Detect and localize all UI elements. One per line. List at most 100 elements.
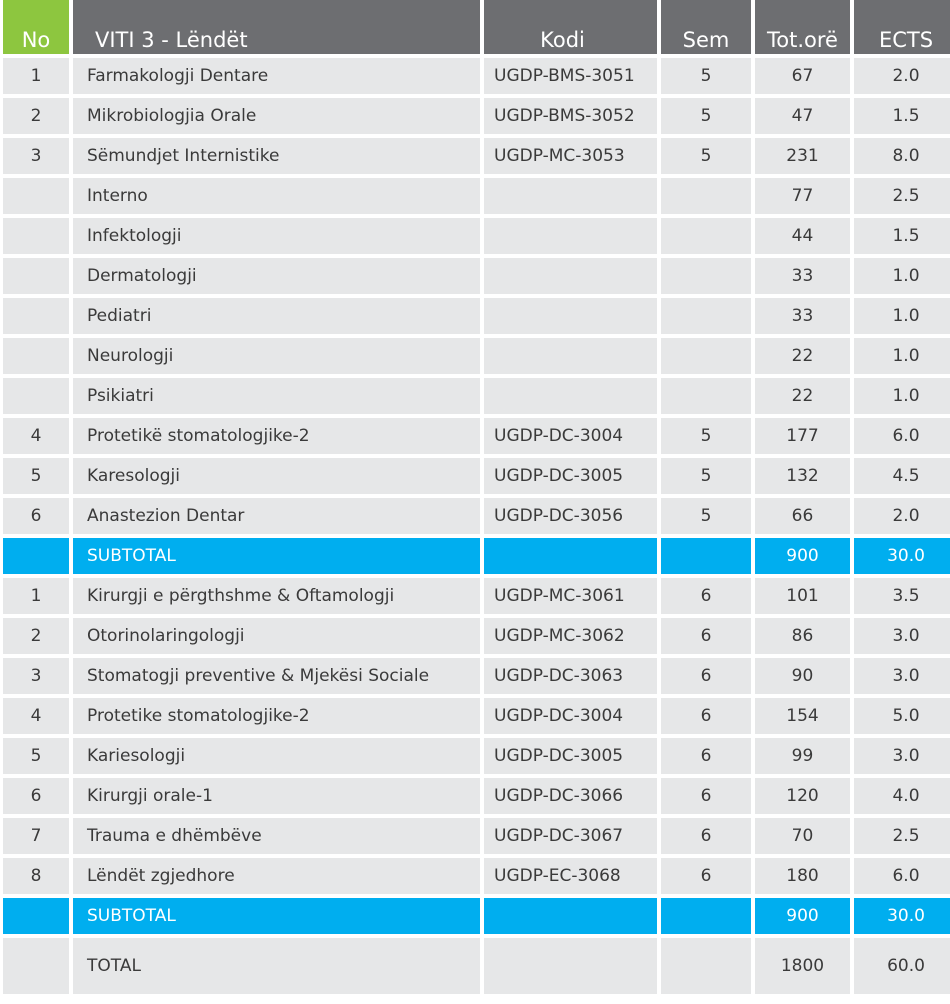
row-total-hours: 99 (755, 738, 850, 774)
header-title: VITI 3 - Lëndët (73, 0, 480, 54)
row-course-name: Stomatogji preventive & Mjekësi Sociale (73, 658, 480, 694)
row-course-name: Trauma e dhëmbëve (73, 818, 480, 854)
row-course-name: Protetikë stomatologjike-2 (73, 418, 480, 454)
row-no: 1 (3, 578, 69, 614)
row-total-hours: 86 (755, 618, 850, 654)
row-ects: 3.0 (854, 738, 950, 774)
row-no (3, 178, 69, 214)
row-no (3, 258, 69, 294)
row-semester: 6 (661, 778, 751, 814)
row-no: 4 (3, 418, 69, 454)
subtotal-row-course-name: SUBTOTAL (73, 898, 480, 934)
row-course-name: Dermatologji (73, 258, 480, 294)
row-total-hours: 22 (755, 378, 850, 414)
row-semester (661, 298, 751, 334)
row-course-name: Kariesologji (73, 738, 480, 774)
total-row-semester (661, 938, 751, 994)
subtotal-row-no (3, 898, 69, 934)
row-course-name: Kirurgji e përgthshme & Oftamologji (73, 578, 480, 614)
row-course-name: Lëndët zgjedhore (73, 858, 480, 894)
subtotal-row-semester (661, 898, 751, 934)
row-course-code: UGDP-MC-3061 (484, 578, 657, 614)
header-code: Kodi (484, 0, 657, 54)
total-row-course-code (484, 938, 657, 994)
row-course-code: UGDP-BMS-3052 (484, 98, 657, 134)
row-total-hours: 44 (755, 218, 850, 254)
row-ects: 6.0 (854, 858, 950, 894)
row-no: 4 (3, 698, 69, 734)
row-ects: 4.0 (854, 778, 950, 814)
row-ects: 2.5 (854, 818, 950, 854)
row-no: 1 (3, 58, 69, 94)
row-course-code: UGDP-DC-3063 (484, 658, 657, 694)
row-course-code: UGDP-DC-3066 (484, 778, 657, 814)
row-semester: 5 (661, 498, 751, 534)
header-hours: Tot.orë (755, 0, 850, 54)
row-semester: 6 (661, 658, 751, 694)
subtotal-row-semester (661, 538, 751, 574)
row-ects: 2.5 (854, 178, 950, 214)
row-semester: 5 (661, 418, 751, 454)
row-total-hours: 67 (755, 58, 850, 94)
row-semester: 5 (661, 58, 751, 94)
row-semester (661, 258, 751, 294)
row-ects: 1.0 (854, 298, 950, 334)
row-course-code (484, 298, 657, 334)
row-course-code: UGDP-DC-3056 (484, 498, 657, 534)
subtotal-row-course-name: SUBTOTAL (73, 538, 480, 574)
row-no: 7 (3, 818, 69, 854)
row-semester: 6 (661, 738, 751, 774)
row-semester: 5 (661, 138, 751, 174)
row-semester: 5 (661, 458, 751, 494)
row-ects: 4.5 (854, 458, 950, 494)
row-course-name: Neurologji (73, 338, 480, 374)
row-no (3, 218, 69, 254)
row-ects: 1.5 (854, 98, 950, 134)
row-course-code: UGDP-MC-3062 (484, 618, 657, 654)
row-ects: 6.0 (854, 418, 950, 454)
row-no: 5 (3, 458, 69, 494)
row-total-hours: 70 (755, 818, 850, 854)
row-course-name: Psikiatri (73, 378, 480, 414)
row-no: 8 (3, 858, 69, 894)
row-course-code (484, 178, 657, 214)
row-total-hours: 180 (755, 858, 850, 894)
row-ects: 1.5 (854, 218, 950, 254)
row-ects: 3.5 (854, 578, 950, 614)
row-course-name: Farmakologji Dentare (73, 58, 480, 94)
row-total-hours: 77 (755, 178, 850, 214)
row-course-code: UGDP-EC-3068 (484, 858, 657, 894)
total-row-course-name: TOTAL (73, 938, 480, 994)
row-ects: 3.0 (854, 658, 950, 694)
subtotal-row-ects: 30.0 (854, 538, 950, 574)
row-course-name: Sëmundjet Internistike (73, 138, 480, 174)
row-total-hours: 33 (755, 298, 850, 334)
total-row-total-hours: 1800 (755, 938, 850, 994)
row-course-code: UGDP-MC-3053 (484, 138, 657, 174)
row-total-hours: 33 (755, 258, 850, 294)
row-total-hours: 154 (755, 698, 850, 734)
subtotal-row-ects: 30.0 (854, 898, 950, 934)
row-total-hours: 231 (755, 138, 850, 174)
row-ects: 1.0 (854, 338, 950, 374)
row-course-code: UGDP-DC-3005 (484, 458, 657, 494)
row-course-name: Interno (73, 178, 480, 214)
row-course-name: Anastezion Dentar (73, 498, 480, 534)
row-course-code (484, 218, 657, 254)
row-total-hours: 101 (755, 578, 850, 614)
row-course-code (484, 258, 657, 294)
row-ects: 1.0 (854, 378, 950, 414)
row-no: 6 (3, 778, 69, 814)
subtotal-row-total-hours: 900 (755, 898, 850, 934)
row-course-name: Karesologji (73, 458, 480, 494)
row-semester (661, 338, 751, 374)
row-course-code: UGDP-DC-3004 (484, 698, 657, 734)
row-course-code (484, 338, 657, 374)
row-semester (661, 218, 751, 254)
row-course-name: Pediatri (73, 298, 480, 334)
row-ects: 2.0 (854, 58, 950, 94)
row-no: 6 (3, 498, 69, 534)
row-ects: 8.0 (854, 138, 950, 174)
row-ects: 5.0 (854, 698, 950, 734)
